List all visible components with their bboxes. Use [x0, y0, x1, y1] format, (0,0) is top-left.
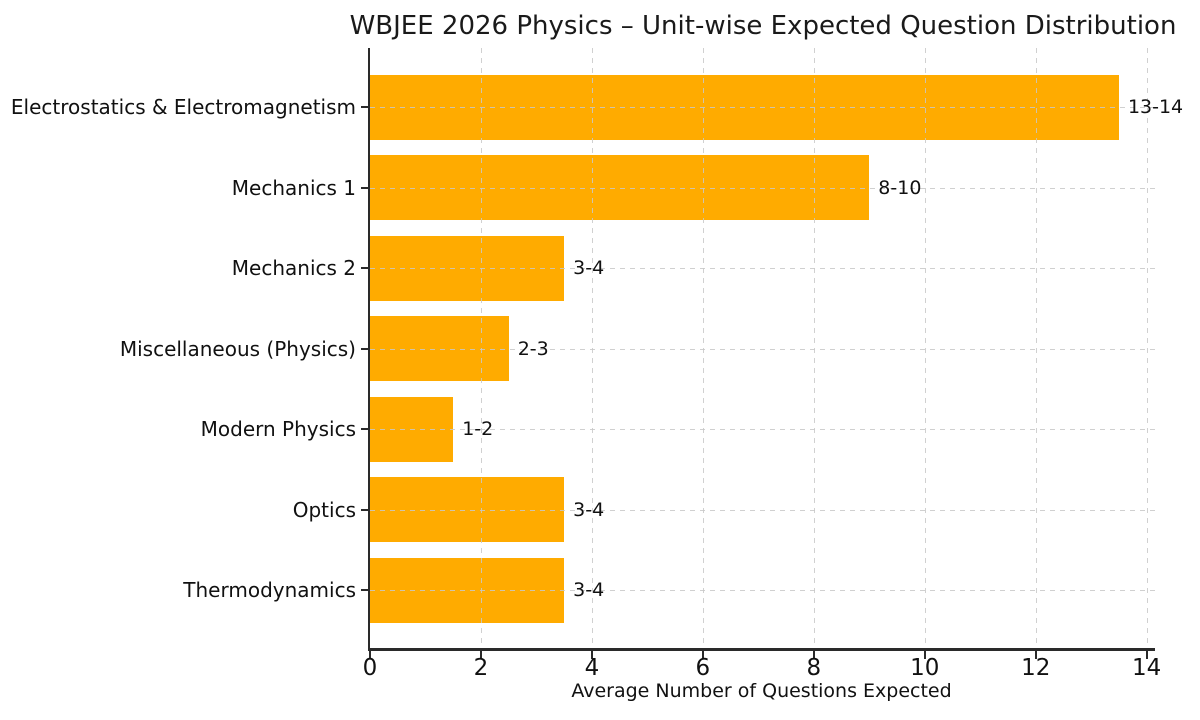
bar-value-label: 1-2 [462, 418, 494, 440]
gridline-horizontal [370, 187, 1155, 189]
gridline-vertical [924, 48, 926, 648]
gridline-vertical [480, 48, 482, 648]
y-tick-mark [361, 347, 369, 350]
x-tick-label: 12 [1021, 655, 1051, 681]
x-tick-mark [812, 651, 815, 659]
x-axis-title: Average Number of Questions Expected [571, 680, 952, 702]
category-label: Electrostatics & Electromagnetism [10, 95, 356, 119]
bar-value-label: 13-14 [1127, 96, 1184, 118]
category-label: Modern Physics [200, 417, 356, 441]
gridline-vertical [1146, 48, 1148, 648]
category-label: Optics [292, 497, 356, 522]
y-tick-mark [361, 589, 369, 591]
x-tick-label: 0 [362, 655, 378, 681]
category-label: Mechanics 1 [231, 175, 356, 200]
x-tick-mark [923, 651, 926, 659]
y-tick-mark [361, 186, 369, 189]
gridline-horizontal [370, 590, 1155, 591]
x-tick-mark [479, 651, 482, 659]
x-tick-label: 6 [695, 655, 711, 681]
bar-value-label: 3-4 [573, 498, 605, 521]
gridline-vertical [813, 48, 815, 648]
x-tick-mark [701, 651, 704, 659]
x-tick-mark [369, 651, 371, 659]
category-label: Mechanics 2 [231, 256, 356, 280]
gridline-horizontal [370, 429, 1155, 430]
y-tick-mark [361, 106, 369, 108]
x-tick-label: 4 [584, 655, 600, 681]
gridline-horizontal [370, 348, 1155, 350]
x-tick-mark [1034, 651, 1037, 659]
x-tick-label: 8 [806, 655, 822, 681]
chart-title: WBJEE 2026 Physics – Unit-wise Expected … [349, 11, 1177, 41]
gridline-horizontal [370, 268, 1155, 269]
bar-value-label: 2-3 [517, 337, 549, 360]
x-tick-label: 10 [910, 655, 940, 681]
y-tick-mark [361, 267, 369, 269]
gridline-horizontal [370, 107, 1155, 108]
x-tick-label: 14 [1132, 655, 1162, 681]
gridline-horizontal [370, 509, 1155, 511]
bar-value-label: 8-10 [878, 176, 922, 199]
y-tick-mark [361, 428, 369, 430]
gridline-vertical [702, 48, 704, 648]
gridline-vertical [1035, 48, 1037, 648]
y-tick-mark [361, 508, 369, 511]
x-tick-label: 2 [473, 655, 489, 681]
plot-area: 13-14 8-10 3-4 2-3 1-2 3-4 3-4 [368, 48, 1183, 651]
category-label: Thermodynamics [183, 578, 356, 602]
bar-value-label: 3-4 [573, 579, 605, 601]
category-label: Miscellaneous (Physics) [119, 336, 356, 361]
bar-value-label: 3-4 [573, 257, 605, 279]
gridline-vertical [591, 48, 593, 648]
x-tick-mark [590, 651, 593, 659]
x-tick-mark [1145, 651, 1148, 659]
